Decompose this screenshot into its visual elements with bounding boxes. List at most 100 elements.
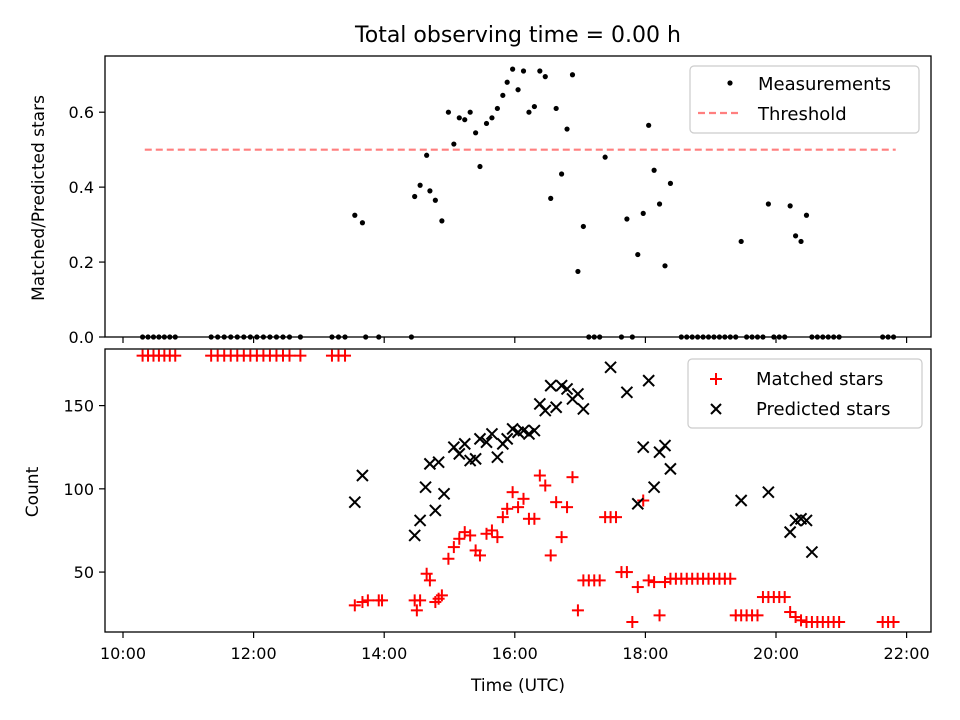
matched-star-point <box>348 599 361 612</box>
y-tick-label: 0.0 <box>69 328 94 347</box>
predicted-star-point <box>571 387 585 401</box>
matched-star-point <box>566 471 579 484</box>
measurement-point <box>473 130 479 136</box>
measurement-point <box>798 238 804 245</box>
measurement-point <box>451 141 457 147</box>
matched-star-point <box>648 576 661 589</box>
predicted-star-point <box>549 401 563 414</box>
matched-star-point <box>517 492 530 505</box>
predicted-star-point <box>577 402 590 416</box>
measurement-point <box>651 167 657 173</box>
matched-star-point <box>887 616 900 629</box>
measurement-point <box>504 79 510 85</box>
predicted-star-point <box>734 494 748 507</box>
measurement-point <box>489 115 495 121</box>
legend-marker-matched <box>710 373 722 385</box>
matched-star-point <box>631 581 644 594</box>
legend-marker-measurements <box>727 80 733 86</box>
matched-star-point <box>501 502 514 515</box>
predicted-star-point <box>783 525 797 539</box>
predicted-star-point <box>647 480 661 494</box>
matched-star-point <box>539 479 552 492</box>
measurement-point <box>792 233 799 239</box>
predicted-star-point <box>432 455 445 469</box>
predicted-star-point <box>658 439 672 452</box>
measurement-point <box>553 105 559 112</box>
predicted-star-point <box>637 441 650 454</box>
matched-star-point <box>473 549 486 562</box>
plot-frame <box>104 55 932 338</box>
y-tick-label: 0.4 <box>69 178 94 197</box>
predicted-star-point <box>517 424 530 437</box>
matched-star-point <box>795 614 808 627</box>
matched-star-point <box>447 541 460 554</box>
measurement-point <box>477 163 483 170</box>
matched-star-point <box>637 494 650 507</box>
predicted-star-point <box>762 485 775 499</box>
measurement-point <box>564 126 570 132</box>
predicted-star-point <box>805 545 819 559</box>
predicted-star-point <box>631 497 644 511</box>
matched-star-point <box>610 511 623 524</box>
measurement-point <box>569 72 576 78</box>
matched-star-point <box>550 496 563 509</box>
matched-star-point <box>423 574 436 587</box>
measurement-point <box>526 109 532 115</box>
matched-star-point <box>453 532 466 545</box>
x-tick-label: 18:00 <box>622 644 668 663</box>
matched-star-point <box>506 486 519 499</box>
measurement-point <box>359 220 366 226</box>
y-tick-label: 50 <box>74 563 94 582</box>
measurement-point <box>352 212 358 218</box>
predicted-star-point <box>500 432 514 446</box>
measurement-point <box>531 103 537 110</box>
predicted-star-point <box>664 462 677 476</box>
matched-star-point <box>620 566 633 579</box>
x-tick-label: 16:00 <box>492 644 538 663</box>
matched-star-point <box>528 512 541 525</box>
predicted-star-point <box>528 424 541 437</box>
matched-star-point <box>571 604 584 617</box>
measurement-point <box>427 188 433 194</box>
predicted-star-point <box>560 382 574 396</box>
measurement-point <box>417 182 423 188</box>
legend-box <box>689 65 920 134</box>
matched-star-point <box>283 349 296 362</box>
matched-star-point <box>496 511 509 524</box>
predicted-star-point <box>437 487 451 501</box>
matched-star-point <box>410 604 423 617</box>
matched-star-point <box>593 574 606 587</box>
predicted-star-point <box>800 514 813 527</box>
predicted-star-point <box>491 450 504 464</box>
measurement-point <box>635 251 641 258</box>
x-tick-label: 10:00 <box>100 644 146 663</box>
legend: Measurements Threshold <box>689 65 920 134</box>
measurement-point <box>494 105 500 112</box>
y-tick-label: 0.6 <box>69 103 94 122</box>
y-tick-label: 150 <box>63 397 94 416</box>
y-axis-label: Matched/Predicted stars <box>29 95 49 301</box>
measurement-point <box>624 216 630 222</box>
x-tick-label: 22:00 <box>884 644 930 663</box>
plot-frame <box>104 348 932 633</box>
predicted-star-point <box>408 529 421 542</box>
predicted-star-point <box>604 361 617 374</box>
measurement-point <box>432 197 438 203</box>
measurement-point <box>667 180 674 186</box>
predicted-star-point <box>419 480 432 494</box>
matched-star-point <box>169 349 182 362</box>
legend: Matched stars Predicted stars <box>687 358 923 429</box>
x-axis-label: Time (UTC) <box>470 676 565 696</box>
measurement-point <box>575 268 581 275</box>
measurement-point <box>467 109 473 115</box>
measurement-point <box>640 210 646 216</box>
count-panel: Count Time (UTC) 50 100 150 10:00 12:00 14:00… <box>23 348 932 696</box>
predicted-star-point <box>356 469 369 482</box>
measurement-point <box>500 92 506 98</box>
matched-star-point <box>356 596 369 609</box>
matched-star-point <box>561 501 574 514</box>
legend-marker-predicted <box>710 403 722 415</box>
measurement-point <box>662 263 668 269</box>
y-axis-label: Count <box>23 466 43 517</box>
matched-star-point <box>751 609 764 622</box>
